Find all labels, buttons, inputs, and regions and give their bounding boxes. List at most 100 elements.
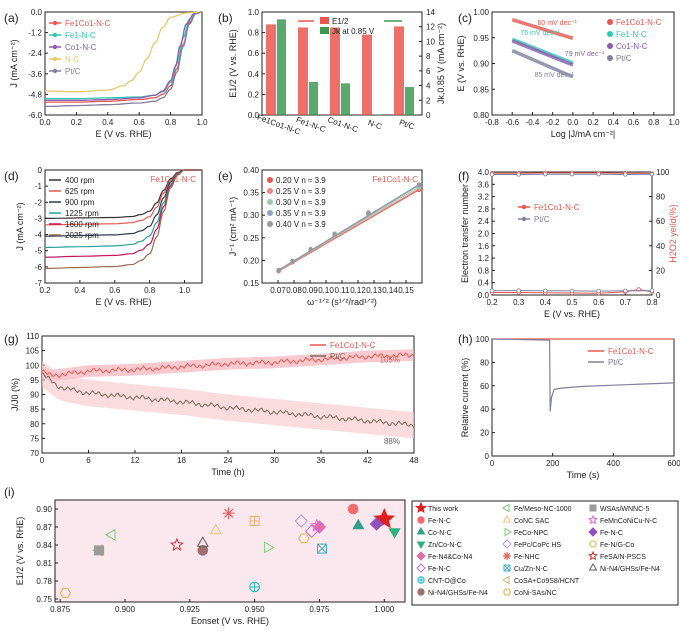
legend-i-label-2: Co-N-C <box>428 530 452 537</box>
panel-g-ytick-label: 70 <box>30 449 39 458</box>
panel-e-ytick-label: 0.30 <box>243 211 259 220</box>
panel-f-frame <box>491 171 653 296</box>
panel-c-xtick-label: 0.8 <box>648 118 660 127</box>
panel-a-ytick-label: 0.0 <box>31 8 43 17</box>
panel-d-ytick-label: -6 <box>35 263 43 272</box>
panel-f-xtick-label: 0.5 <box>566 298 578 307</box>
panel-b-ytick-label: 0.6 <box>248 49 260 58</box>
bar-e12-0 <box>266 24 276 115</box>
panel-e-xtick-label: 0.08 <box>286 286 302 295</box>
legend-a-1-label: Fe1-N-C <box>65 31 96 40</box>
panel-g-ytick-label: 75 <box>30 434 39 443</box>
kl-point-4-3 <box>332 231 337 236</box>
xaxis-label-a: E (V vs. RHE) <box>95 129 151 139</box>
legend-i-label-9: CoNC SAC <box>514 518 549 525</box>
panel-i-xtick-label: 0.975 <box>309 605 330 614</box>
panel-f-ytick-label: 0.0 <box>478 291 490 300</box>
legend-i-marker-8 <box>502 503 510 513</box>
panel-f-xtick-label: 0.6 <box>593 298 605 307</box>
panel-i-ytick-label: 0.78 <box>36 577 52 586</box>
panel-g-xtick-label: 36 <box>317 456 326 465</box>
panel-b-ytick-right-label: 4 <box>426 82 431 91</box>
legend-d-label-1: 625 rpm <box>65 187 95 196</box>
bar-jk-1 <box>309 81 318 115</box>
f-point-1-2 <box>543 171 548 177</box>
yaxis-right-label-f: H2O2 yeild(%) <box>668 204 678 263</box>
scatter-point-i-0 <box>373 507 396 529</box>
kl-point-4-4 <box>366 210 371 215</box>
kl-point-4-5 <box>416 182 422 187</box>
legend-a-0-label: Fe1Co1-N-C <box>65 19 111 28</box>
f-point-3-3 <box>569 288 575 294</box>
scatter-point-i-8 <box>105 528 116 541</box>
panel-e-ytick-label: 0.35 <box>243 189 259 198</box>
panel-e-xtick-label: 0.15 <box>398 286 414 295</box>
panel-g-xtick-label: 12 <box>131 456 140 465</box>
panel-f-ytick-label: 1.2 <box>478 254 490 263</box>
bar-jk-4 <box>405 87 414 115</box>
category-label-b-3: N-C <box>367 118 384 131</box>
scatter-point-i-7 <box>197 545 209 556</box>
xaxis-label-g: Time (h) <box>211 467 244 477</box>
panel-h-xtick-label: 0 <box>490 459 495 468</box>
panel-g-xtick-label: 0 <box>40 456 45 465</box>
legend-f-0-label: Fe1Co1-N-C <box>534 203 580 212</box>
xaxis-label-i: Eonset (V vs. RHE) <box>191 616 269 626</box>
legend-c-label-0: Fe1Co1-N-C <box>616 18 662 27</box>
scatter-point-i-15 <box>59 588 72 598</box>
series-line-d-5 <box>44 169 202 270</box>
f-point-3-6 <box>649 288 655 293</box>
panel-a-ytick-label: -3.6 <box>28 70 42 79</box>
scatter-point-i-16 <box>94 545 105 556</box>
panel-c-xtick-label: -0.6 <box>505 118 519 127</box>
legend-e-marker-2 <box>267 199 273 205</box>
legend-i-marker-9 <box>502 515 512 523</box>
f-point-1-4 <box>596 171 601 177</box>
scatter-point-i-20 <box>169 537 184 551</box>
scatter-point-i-3 <box>388 528 401 539</box>
legend-a-2-marker <box>52 44 58 50</box>
panel-e-ytick-label: 0.15 <box>243 279 259 288</box>
panel-c-ytick-label: 0.90 <box>473 60 489 69</box>
legend-i-marker-11 <box>502 539 512 549</box>
panel-g-xtick-label: 48 <box>410 456 419 465</box>
scatter-point-i-2 <box>352 518 365 530</box>
panel-b-ytick-right-label: 10 <box>426 37 435 46</box>
category-label-b-0: Fe1Co1-N-C <box>256 113 302 137</box>
yaxis-label-f: Electron transfer number <box>460 184 470 283</box>
panel-e-xtick-label: 0.09 <box>302 286 318 295</box>
legend-i-label-0: This work <box>428 506 458 513</box>
legend-d-label-2: 900 rpm <box>65 198 95 207</box>
legend-e-marker-0 <box>267 177 273 183</box>
panel-e-xtick-label: 0.13 <box>366 286 382 295</box>
legend-i-marker-5 <box>416 563 426 573</box>
f-point-1-3 <box>569 171 575 177</box>
series-line-c-0 <box>511 18 574 40</box>
legend-i-marker-20 <box>588 550 598 561</box>
legend-i-marker-18 <box>588 527 598 537</box>
panel-b-ytick-label: 0.2 <box>248 90 260 99</box>
f-point-3-2 <box>543 288 548 294</box>
scatter-point-i-9 <box>209 523 222 535</box>
legend-c-label-1: Fe1-N-C <box>616 30 647 39</box>
legend-h-label-0: Fe1Co1-N-C <box>608 347 654 356</box>
xaxis-label-f: E (V vs. RHE) <box>544 309 600 319</box>
panel-h-ytick-label: 20 <box>480 429 489 438</box>
panel-i-background <box>55 500 405 602</box>
series-line-a-0 <box>45 11 203 103</box>
scatter-point-i-12 <box>222 507 235 520</box>
tafel-slope-0: 60 mV dec⁻¹ <box>538 20 578 27</box>
legend-e-label-3: 0.35 V n ≈ 3.9 <box>276 209 326 218</box>
panel-f-ytick-label: 2.8 <box>478 205 490 214</box>
panel-e-ytick-label: 0.25 <box>243 234 259 243</box>
series-line-a-2 <box>45 11 203 102</box>
panel-c-frame <box>491 11 675 116</box>
legend-c-marker-1 <box>607 31 613 37</box>
panel-e-xtick-label: 0.14 <box>382 286 398 295</box>
f-point-3-1 <box>516 288 521 293</box>
panel-f-xtick-label: 0.8 <box>646 298 658 307</box>
series-line-g-0 <box>41 352 415 379</box>
panel-b-ytick-right-label: 12 <box>426 23 435 32</box>
panel-a-ytick-label: -4.8 <box>28 90 42 99</box>
panel-c-xtick-label: 0.0 <box>567 118 579 127</box>
